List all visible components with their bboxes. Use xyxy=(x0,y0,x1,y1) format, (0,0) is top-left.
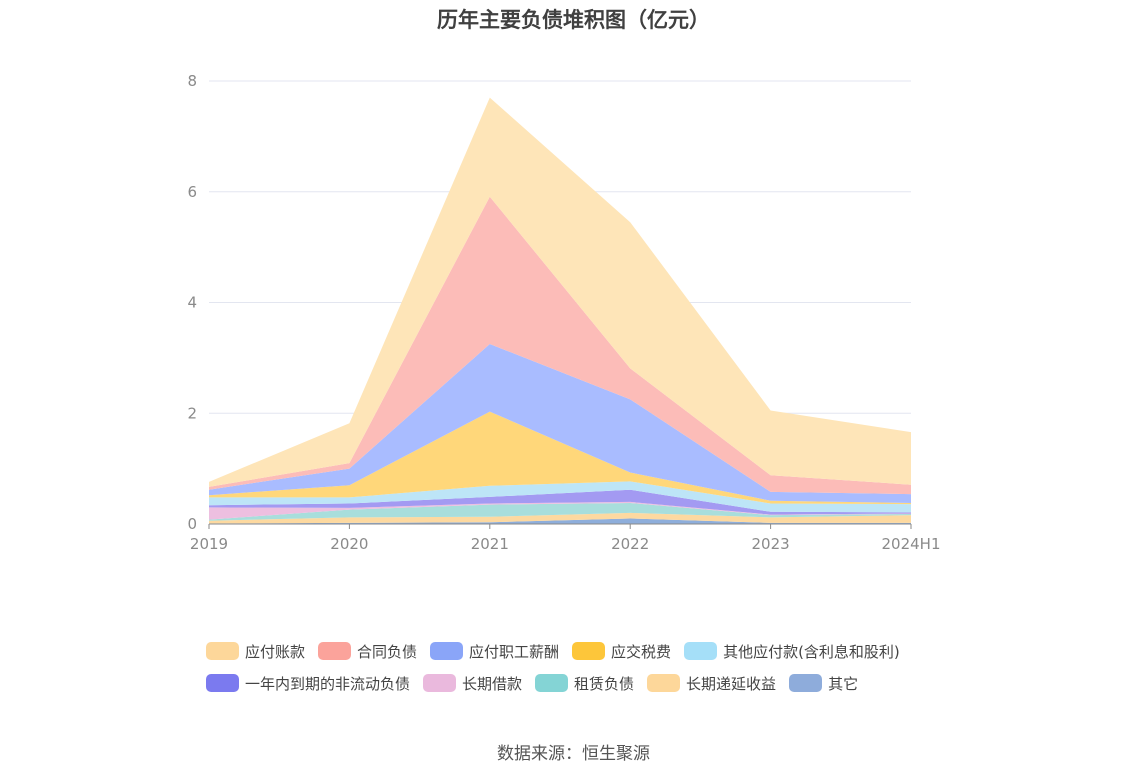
legend-label: 长期递延收益 xyxy=(686,674,777,693)
legend-label: 一年内到期的非流动负债 xyxy=(245,674,411,693)
area-series-1[interactable] xyxy=(209,518,911,525)
x-tick-label: 2024H1 xyxy=(882,535,941,553)
legend: 应付账款 合同负债 应付职工薪酬 应交税费 其他应付款(含利息和股利) 一年内到期的非流… xyxy=(0,636,1147,700)
y-tick-label: 6 xyxy=(187,183,197,201)
legend-label: 其他应付款(含利息和股利) xyxy=(723,642,900,661)
legend-item[interactable]: 其它 xyxy=(789,673,858,694)
legend-swatch xyxy=(206,642,239,660)
area-series-3[interactable] xyxy=(209,503,911,521)
source-note: 数据来源：恒生聚源 xyxy=(497,744,650,764)
y-tick-label: 0 xyxy=(187,515,197,533)
y-tick-label: 4 xyxy=(187,294,197,312)
legend-label: 应付职工薪酬 xyxy=(469,642,560,661)
x-tick-label: 2023 xyxy=(752,535,790,553)
legend-item[interactable]: 租赁负债 xyxy=(535,673,634,694)
legend-item[interactable]: 应交税费 xyxy=(572,641,671,662)
legend-swatch xyxy=(318,642,352,660)
area-series-5[interactable] xyxy=(209,489,911,515)
legend-label: 应付账款 xyxy=(245,642,306,661)
legend-swatch xyxy=(789,674,823,692)
legend-row: 应付账款 合同负债 应付职工薪酬 应交税费 其他应付款(含利息和股利) xyxy=(206,636,1147,666)
legend-item[interactable]: 应付职工薪酬 xyxy=(430,641,559,662)
legend-label: 长期借款 xyxy=(462,674,523,693)
x-tick-label: 2021 xyxy=(471,535,509,553)
area-series-9[interactable] xyxy=(209,196,911,495)
legend-label: 租赁负债 xyxy=(574,674,635,693)
legend-row: 一年内到期的非流动负债 长期借款 租赁负债 长期递延收益 其它 xyxy=(206,668,1147,698)
y-tick-label: 8 xyxy=(187,72,197,90)
legend-item[interactable]: 长期递延收益 xyxy=(647,673,776,694)
legend-label: 合同负债 xyxy=(357,642,418,661)
area-series-10[interactable] xyxy=(209,97,911,487)
x-tick-label: 2019 xyxy=(190,535,228,553)
legend-swatch xyxy=(647,674,681,692)
y-tick-label: 2 xyxy=(187,404,197,422)
legend-item[interactable]: 其他应付款(含利息和股利) xyxy=(684,641,900,662)
legend-label: 其它 xyxy=(828,674,859,693)
axes: 0 2 4 6 8 2019 2020 2021 2022 2023 2024H1 xyxy=(187,72,940,553)
x-tick-label: 2022 xyxy=(611,535,649,553)
legend-item[interactable]: 合同负债 xyxy=(318,641,417,662)
legend-item[interactable]: 一年内到期的非流动负债 xyxy=(206,673,410,694)
area-series-6[interactable] xyxy=(209,481,911,513)
legend-swatch xyxy=(423,674,457,692)
area-series-group xyxy=(209,97,911,525)
area-series-8[interactable] xyxy=(209,344,911,503)
chart-title: 历年主要负债堆积图（亿元） xyxy=(437,8,710,32)
legend-item[interactable]: 应付账款 xyxy=(206,641,305,662)
area-series-7[interactable] xyxy=(209,411,911,505)
legend-item[interactable]: 长期借款 xyxy=(423,673,522,694)
x-tick-label: 2020 xyxy=(330,535,368,553)
legend-swatch xyxy=(684,642,718,660)
legend-label: 应交税费 xyxy=(611,642,672,661)
legend-swatch xyxy=(206,674,239,692)
legend-swatch xyxy=(430,642,464,660)
legend-swatch xyxy=(535,674,569,692)
area-series-2[interactable] xyxy=(209,512,911,524)
legend-swatch xyxy=(572,642,606,660)
